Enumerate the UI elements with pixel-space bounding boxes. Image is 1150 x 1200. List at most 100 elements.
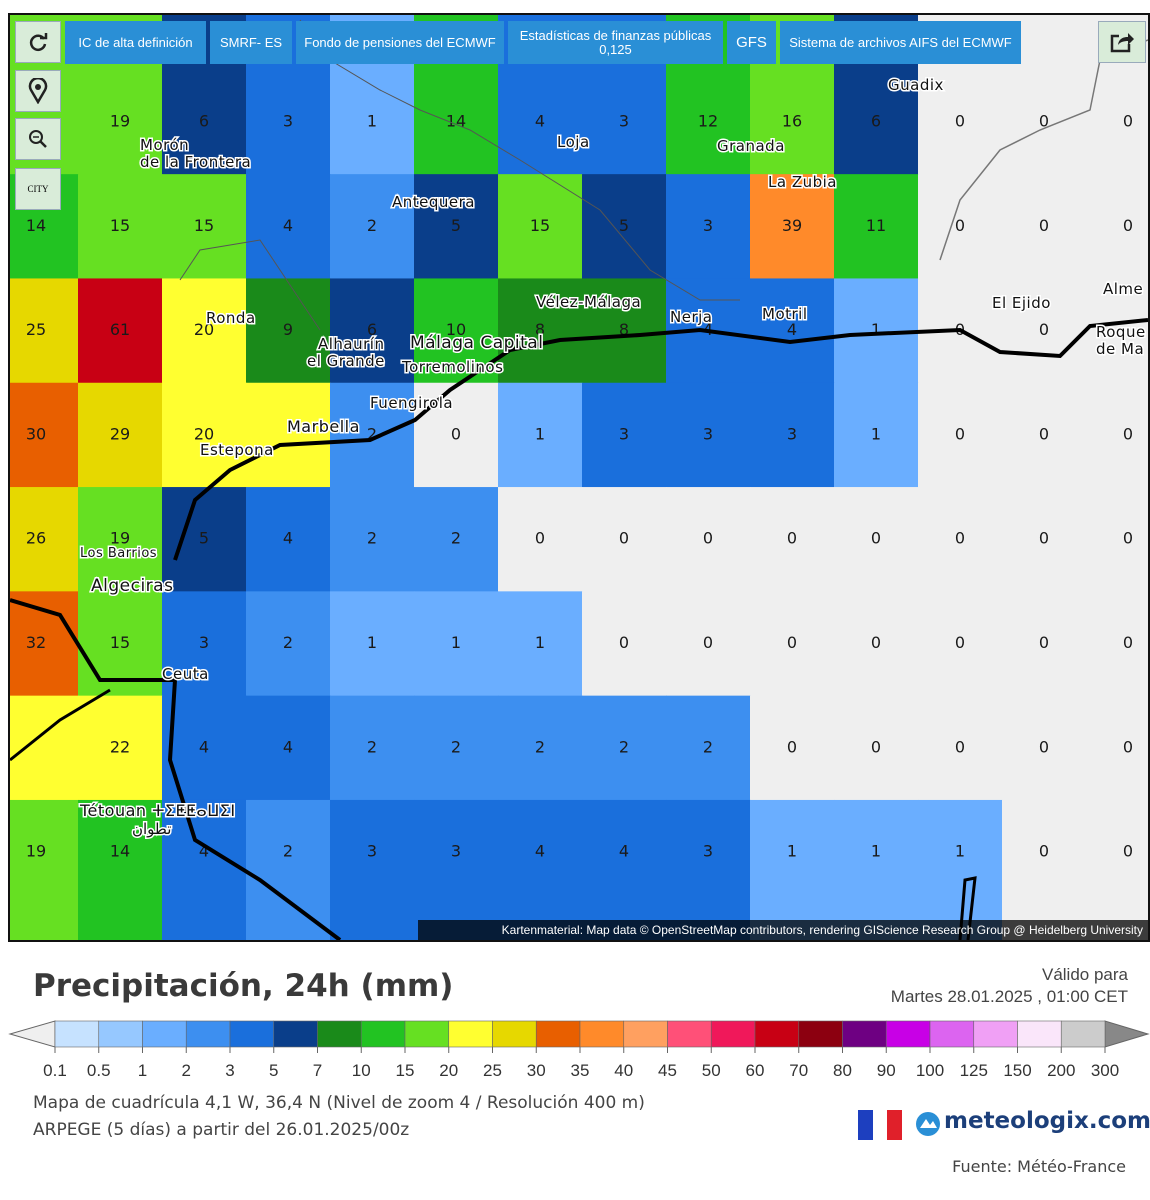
grid-value: 6 xyxy=(367,320,377,339)
grid-cell xyxy=(78,278,163,384)
legend-tick-label: 15 xyxy=(396,1061,415,1080)
location-button[interactable] xyxy=(15,70,61,112)
grid-value: 0 xyxy=(1123,737,1133,756)
place-label: Marbella xyxy=(287,417,360,436)
grid-cell xyxy=(246,695,331,801)
toolbar-button[interactable]: SMRF- ES xyxy=(210,21,292,64)
city-button[interactable]: CITY xyxy=(15,168,61,210)
grid-value: 0 xyxy=(1123,216,1133,235)
refresh-button[interactable] xyxy=(15,21,61,63)
toolbar-button[interactable]: Fondo de pensiones del ECMWF xyxy=(296,21,504,64)
grid-cell xyxy=(666,695,751,801)
legend-tick-label: 70 xyxy=(789,1061,808,1080)
place-label: Torremolinos xyxy=(401,358,503,376)
legend-swatch xyxy=(317,1020,362,1048)
place-label: Granada xyxy=(717,137,785,155)
legend-swatch xyxy=(142,1020,187,1048)
grid-value: 19 xyxy=(26,842,46,861)
grid-cell xyxy=(414,174,499,279)
grid-value: 0 xyxy=(1123,112,1133,131)
legend-tick-label: 10 xyxy=(352,1061,371,1080)
grid-value: 0 xyxy=(955,424,965,443)
place-label: de la Frontera xyxy=(140,153,251,171)
grid-cell xyxy=(162,278,247,384)
grid-cell xyxy=(750,487,835,592)
grid-value: 4 xyxy=(535,842,545,861)
grid-cell xyxy=(1086,487,1148,592)
grid-value: 3 xyxy=(619,112,629,131)
grid-cell xyxy=(918,591,1003,697)
place-label: Algeciras xyxy=(91,576,173,596)
grid-cell xyxy=(834,799,919,940)
place-label: el Grande xyxy=(307,352,385,370)
valid-label: Válido para xyxy=(1041,965,1128,984)
grid-cell xyxy=(162,799,247,940)
place-label: Estepona xyxy=(200,441,274,459)
grid-cell xyxy=(1086,174,1148,279)
brand: meteologix.com xyxy=(944,1108,1150,1134)
legend-tick-label: 20 xyxy=(439,1061,458,1080)
grid-value: 39 xyxy=(782,216,802,235)
grid-value: 32 xyxy=(26,633,46,652)
grid-value: 0 xyxy=(1039,424,1049,443)
grid-cell xyxy=(10,695,79,801)
grid-value: 1 xyxy=(367,633,377,652)
grid-value: 0 xyxy=(1039,633,1049,652)
grid-value: 0 xyxy=(955,737,965,756)
grid-value: 0 xyxy=(703,529,713,548)
legend-tick-label: 300 xyxy=(1091,1061,1119,1080)
toolbar-button[interactable]: Sistema de archivos AIFS del ECMWF xyxy=(780,21,1021,64)
legend-tick-label: 25 xyxy=(483,1061,502,1080)
grid-cell xyxy=(1002,799,1087,940)
legend-swatch xyxy=(360,1020,406,1048)
legend-tick-label: 1 xyxy=(138,1061,147,1080)
grid-value: 8 xyxy=(535,320,545,339)
legend-under xyxy=(8,1020,56,1048)
grid-value: 14 xyxy=(110,842,130,861)
legend-swatch xyxy=(404,1020,450,1048)
grid-cell xyxy=(582,174,667,279)
legend-tick-label: 5 xyxy=(269,1061,278,1080)
share-button[interactable] xyxy=(1098,21,1146,63)
grid-cell xyxy=(918,799,1003,940)
place-label: Tétouan ⵜⵉⵟⵟⴰⵡⵉⵏ xyxy=(79,801,236,820)
grid-cell xyxy=(1086,799,1148,940)
legend-tick-label: 45 xyxy=(658,1061,677,1080)
grid-value: 4 xyxy=(283,529,293,548)
grid-value: 4 xyxy=(283,216,293,235)
legend-swatch xyxy=(667,1020,712,1048)
place-labels: Guadix Morón de la Frontera Loja Granada… xyxy=(78,75,1147,840)
place-label: Los Barrios xyxy=(80,546,157,561)
grid-value: 2 xyxy=(703,737,713,756)
legend-tick-label: 50 xyxy=(702,1061,721,1080)
legend-tick-label: 200 xyxy=(1047,1061,1075,1080)
grid-value: 5 xyxy=(451,216,461,235)
zoom-button[interactable] xyxy=(15,118,61,160)
grid-value: 2 xyxy=(535,737,545,756)
toolbar-button[interactable]: IC de alta definición xyxy=(65,21,206,64)
place-label: Antequera xyxy=(392,193,475,211)
grid-cell xyxy=(666,487,751,592)
place-label: de Ma xyxy=(1096,340,1144,358)
grid-value: 1 xyxy=(871,842,881,861)
grid-value: 0 xyxy=(703,633,713,652)
toolbar-button[interactable]: GFS xyxy=(727,21,776,64)
grid-value: 0 xyxy=(451,424,461,443)
grid-cell xyxy=(834,174,919,279)
grid-value: 1 xyxy=(535,424,545,443)
place-label: Roque xyxy=(1096,323,1146,341)
grid-cell xyxy=(582,382,667,488)
legend-tick-label: 35 xyxy=(571,1061,590,1080)
place-label: Vélez-Málaga xyxy=(536,293,641,311)
grid-value: 0 xyxy=(1039,112,1049,131)
grid-cell xyxy=(246,382,331,488)
legend-swatch xyxy=(273,1020,318,1048)
grid-value: 15 xyxy=(194,216,214,235)
legend-swatch xyxy=(185,1020,231,1048)
grid-value: 4 xyxy=(787,320,797,339)
grid-value: 15 xyxy=(110,633,130,652)
toolbar-button[interactable]: Estadísticas de finanzas públicas 0,125 xyxy=(508,21,723,64)
place-label: Alhaurín xyxy=(318,335,384,353)
map-frame xyxy=(8,13,1150,942)
grid-value: 9 xyxy=(283,320,293,339)
